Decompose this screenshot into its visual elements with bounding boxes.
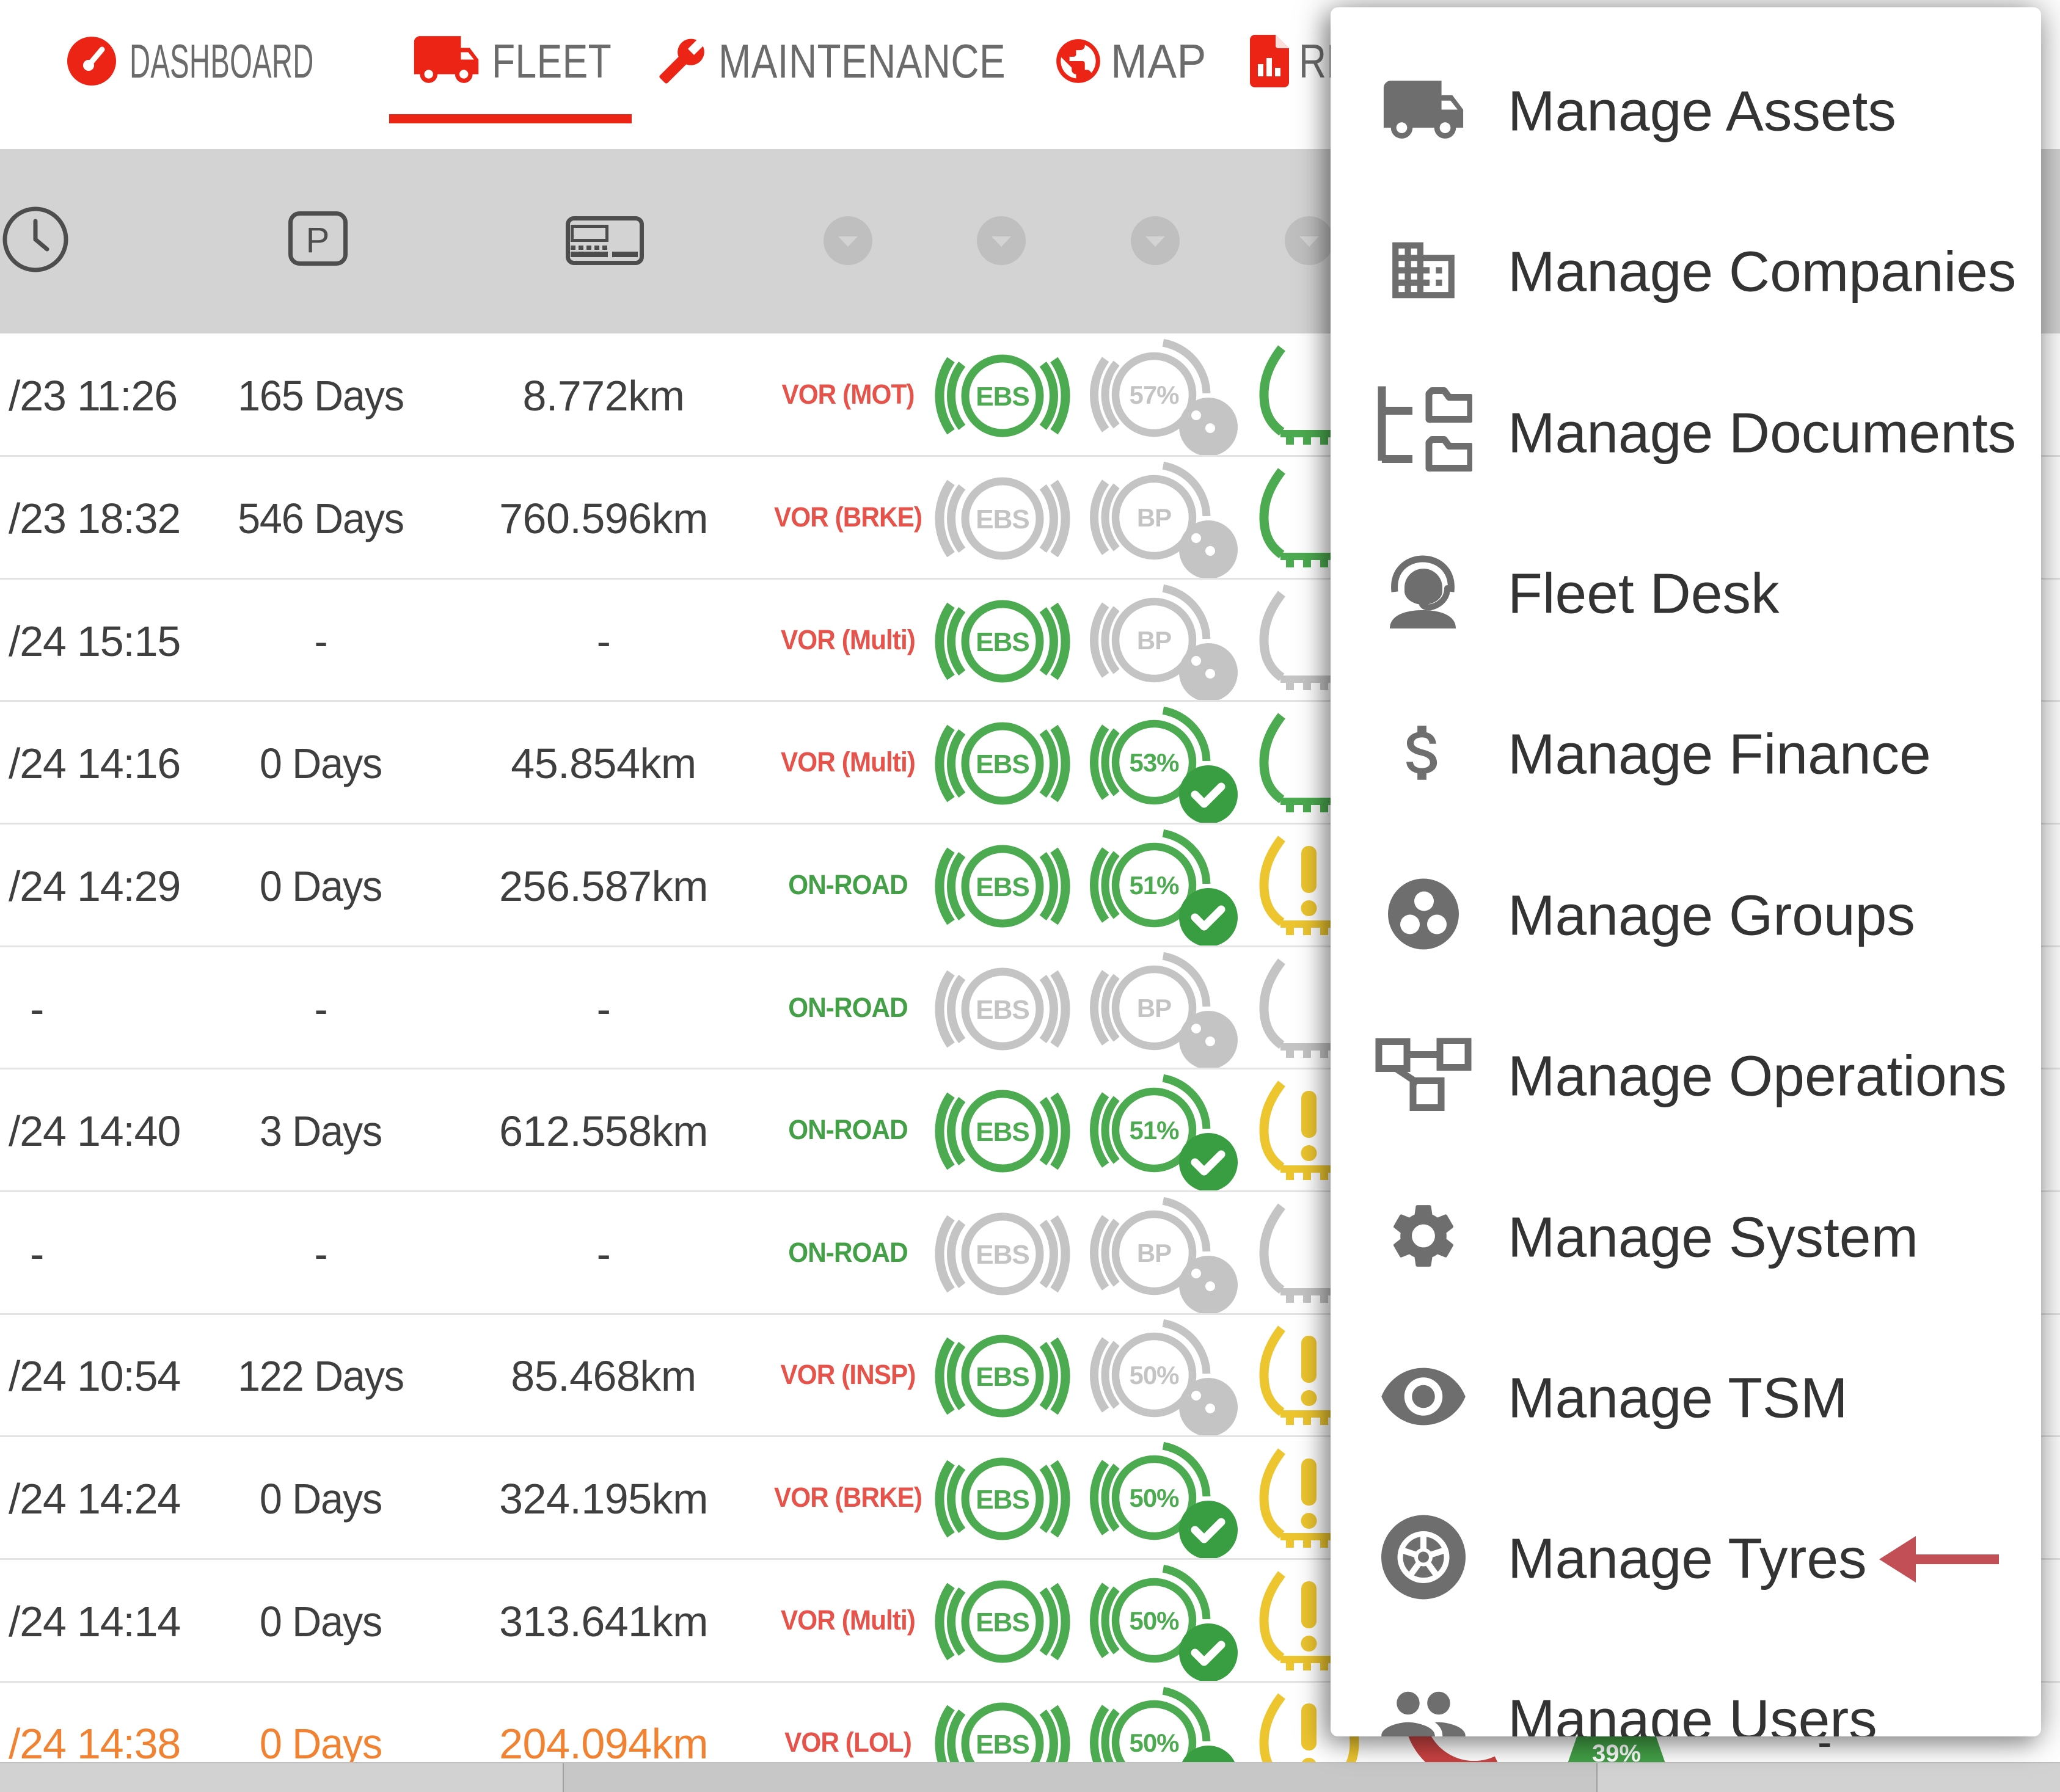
svg-text:EBS: EBS <box>976 1485 1029 1515</box>
svg-text:BP: BP <box>1137 1239 1171 1267</box>
svg-text:51%: 51% <box>1129 871 1179 900</box>
svg-text:50%: 50% <box>1129 1361 1179 1390</box>
svg-text:53%: 53% <box>1129 748 1179 777</box>
svg-text:EBS: EBS <box>976 1608 1029 1637</box>
svg-text:EBS: EBS <box>976 627 1029 657</box>
svg-text:BP: BP <box>1137 626 1171 655</box>
svg-text:BP: BP <box>1137 994 1171 1022</box>
svg-text:50%: 50% <box>1129 1484 1179 1512</box>
svg-text:EBS: EBS <box>976 872 1029 902</box>
svg-text:50%: 50% <box>1129 1606 1179 1635</box>
svg-text:EBS: EBS <box>976 1117 1029 1147</box>
svg-text:51%: 51% <box>1129 1116 1179 1145</box>
svg-text:57%: 57% <box>1129 381 1179 409</box>
svg-text:EBS: EBS <box>976 749 1029 779</box>
svg-text:EBS: EBS <box>976 1240 1029 1270</box>
svg-text:50%: 50% <box>1129 1728 1179 1757</box>
svg-text:EBS: EBS <box>976 1362 1029 1392</box>
svg-text:BP: BP <box>1137 503 1171 532</box>
svg-text:EBS: EBS <box>976 504 1029 534</box>
svg-text:EBS: EBS <box>976 995 1029 1025</box>
svg-text:P: P <box>306 220 330 260</box>
svg-text:EBS: EBS <box>976 1730 1029 1760</box>
svg-text:EBS: EBS <box>976 382 1029 412</box>
